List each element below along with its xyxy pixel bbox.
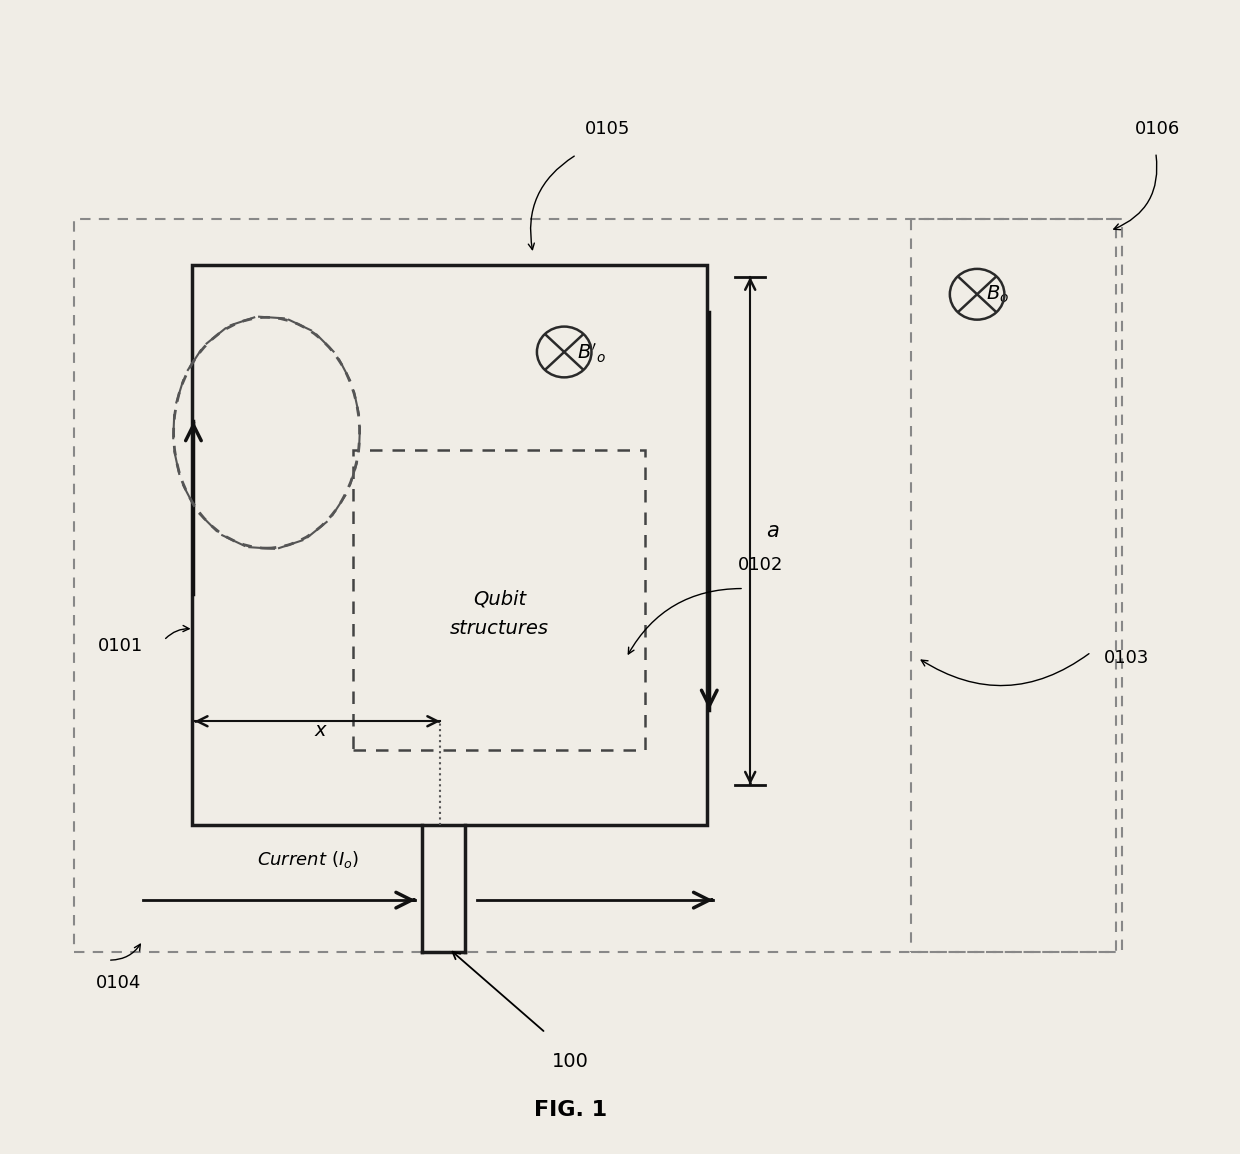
Text: 0101: 0101 xyxy=(98,637,143,655)
Text: x: x xyxy=(314,721,326,740)
Bar xyxy=(192,265,707,825)
Text: 0104: 0104 xyxy=(95,974,141,992)
Text: $B'_o$: $B'_o$ xyxy=(577,342,605,365)
Bar xyxy=(74,219,1122,952)
Text: $B_o$: $B_o$ xyxy=(986,284,1009,305)
Text: Qubit
structures: Qubit structures xyxy=(450,590,549,638)
Text: FIG. 1: FIG. 1 xyxy=(534,1100,606,1121)
Bar xyxy=(911,219,1116,952)
Text: 0106: 0106 xyxy=(1136,120,1180,138)
Text: 0105: 0105 xyxy=(585,120,630,138)
Text: 0103: 0103 xyxy=(1104,649,1149,667)
Bar xyxy=(353,450,645,750)
Text: 100: 100 xyxy=(552,1052,589,1071)
Text: Current $(I_o)$: Current $(I_o)$ xyxy=(257,849,358,870)
Text: a: a xyxy=(766,520,779,541)
Text: 0102: 0102 xyxy=(738,556,784,575)
